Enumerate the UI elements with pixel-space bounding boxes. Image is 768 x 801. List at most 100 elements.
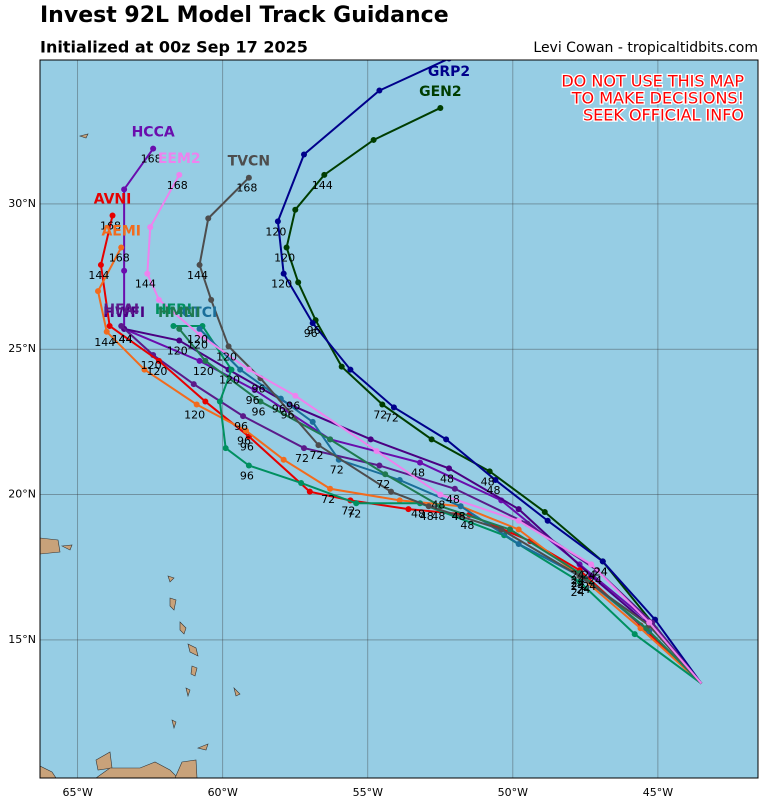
track-point [251,386,258,393]
forecast-hour: 120 [216,350,237,363]
track-point [144,270,151,277]
forecast-hour: 96 [286,400,300,413]
forecast-hour: 72 [347,507,361,520]
track-point [103,328,110,335]
x-tick-label: 45°W [643,786,673,799]
forecast-hour: 96 [251,406,265,419]
ocean [40,60,758,778]
track-point [321,171,328,178]
forecast-hour: 72 [376,478,390,491]
track-point [506,526,513,533]
forecast-hour: 144 [135,278,156,291]
track-point [498,526,505,533]
grid [40,60,758,778]
forecast-hour: 144 [112,333,133,346]
model-name: AVNI [94,192,132,208]
track-point [451,485,458,492]
track-point [245,366,252,373]
track-point [492,477,499,484]
forecast-hour: 48 [486,484,500,497]
track-point [225,343,232,350]
forecast-hour: 96 [246,394,260,407]
forecast-hour: 72 [309,449,323,462]
forecast-hour: 24 [571,580,585,593]
forecast-hour: 48 [452,510,466,523]
model-track [96,247,703,685]
tracks [95,60,703,685]
track-point [280,270,287,277]
title: Invest 92L Model Track Guidance [40,3,449,28]
track-labels: 24487296120144GEN224487296120120GRP22448… [88,64,607,599]
model-name: AEMI [101,223,141,239]
model-name: HMNI [158,305,201,321]
forecast-hour: 120 [274,251,295,264]
forecast-hour: 24 [582,568,596,581]
track-point [242,427,249,434]
track-point [309,320,316,327]
track-point [141,366,148,373]
track-point [405,506,412,513]
forecast-hour: 72 [341,504,355,517]
track-point [176,325,183,332]
track-point [417,459,424,466]
forecast-hour: 48 [460,519,474,532]
forecast-hour: 96 [280,408,294,421]
track-point [257,398,264,405]
track-point [121,186,128,193]
forecast-hour: 120 [141,359,162,372]
track-point [576,572,583,579]
track-point [176,171,183,178]
track-point [216,398,223,405]
track-point [228,366,235,373]
track-point [292,206,299,213]
forecast-hour: 72 [373,408,387,421]
track-point [298,479,305,486]
track-point [576,578,583,585]
forecast-hour: 120 [265,225,286,238]
track-point [376,87,383,94]
track-point [222,445,229,452]
track-point [588,572,595,579]
track-point [306,488,313,495]
track-point [353,500,360,507]
forecast-hour: 72 [330,464,344,477]
x-tick-label: 65°W [63,786,93,799]
track-point [437,503,444,510]
track-point [196,325,203,332]
track-point [190,381,197,388]
subtitle: Initialized at 00z Sep 17 2025 [40,38,308,57]
track-point [446,465,453,472]
track-point [315,442,322,449]
credit: Levi Cowan - tropicaltidbits.com [533,40,758,56]
forecast-hour: 120 [146,365,167,378]
track-point [245,174,252,181]
track-point [208,296,215,303]
forecast-hour: 72 [385,411,399,424]
x-tick-label: 55°W [353,786,383,799]
track-point [437,491,444,498]
forecast-hour: 24 [571,574,585,587]
forecast-hour: 48 [420,510,434,523]
track-point [274,218,281,225]
forecast-hour: 120 [271,278,292,291]
forecast-hour: 96 [240,440,254,453]
forecast-hour: 144 [187,269,208,282]
track-point [97,261,104,268]
y-tick-label: 15°N [8,633,36,646]
track-point [205,215,212,222]
track-point [295,279,302,286]
track-point [588,561,595,568]
forecast-hour: 48 [446,493,460,506]
forecast-hour: 72 [295,452,309,465]
track-point [196,331,203,338]
track-point [373,447,380,454]
track-point [300,445,307,452]
track-point [388,488,395,495]
track-point [109,212,116,219]
track-point [370,136,377,143]
track-point [327,485,334,492]
land [40,133,241,778]
track-point [347,366,354,373]
model-name: EEM2 [158,151,201,167]
